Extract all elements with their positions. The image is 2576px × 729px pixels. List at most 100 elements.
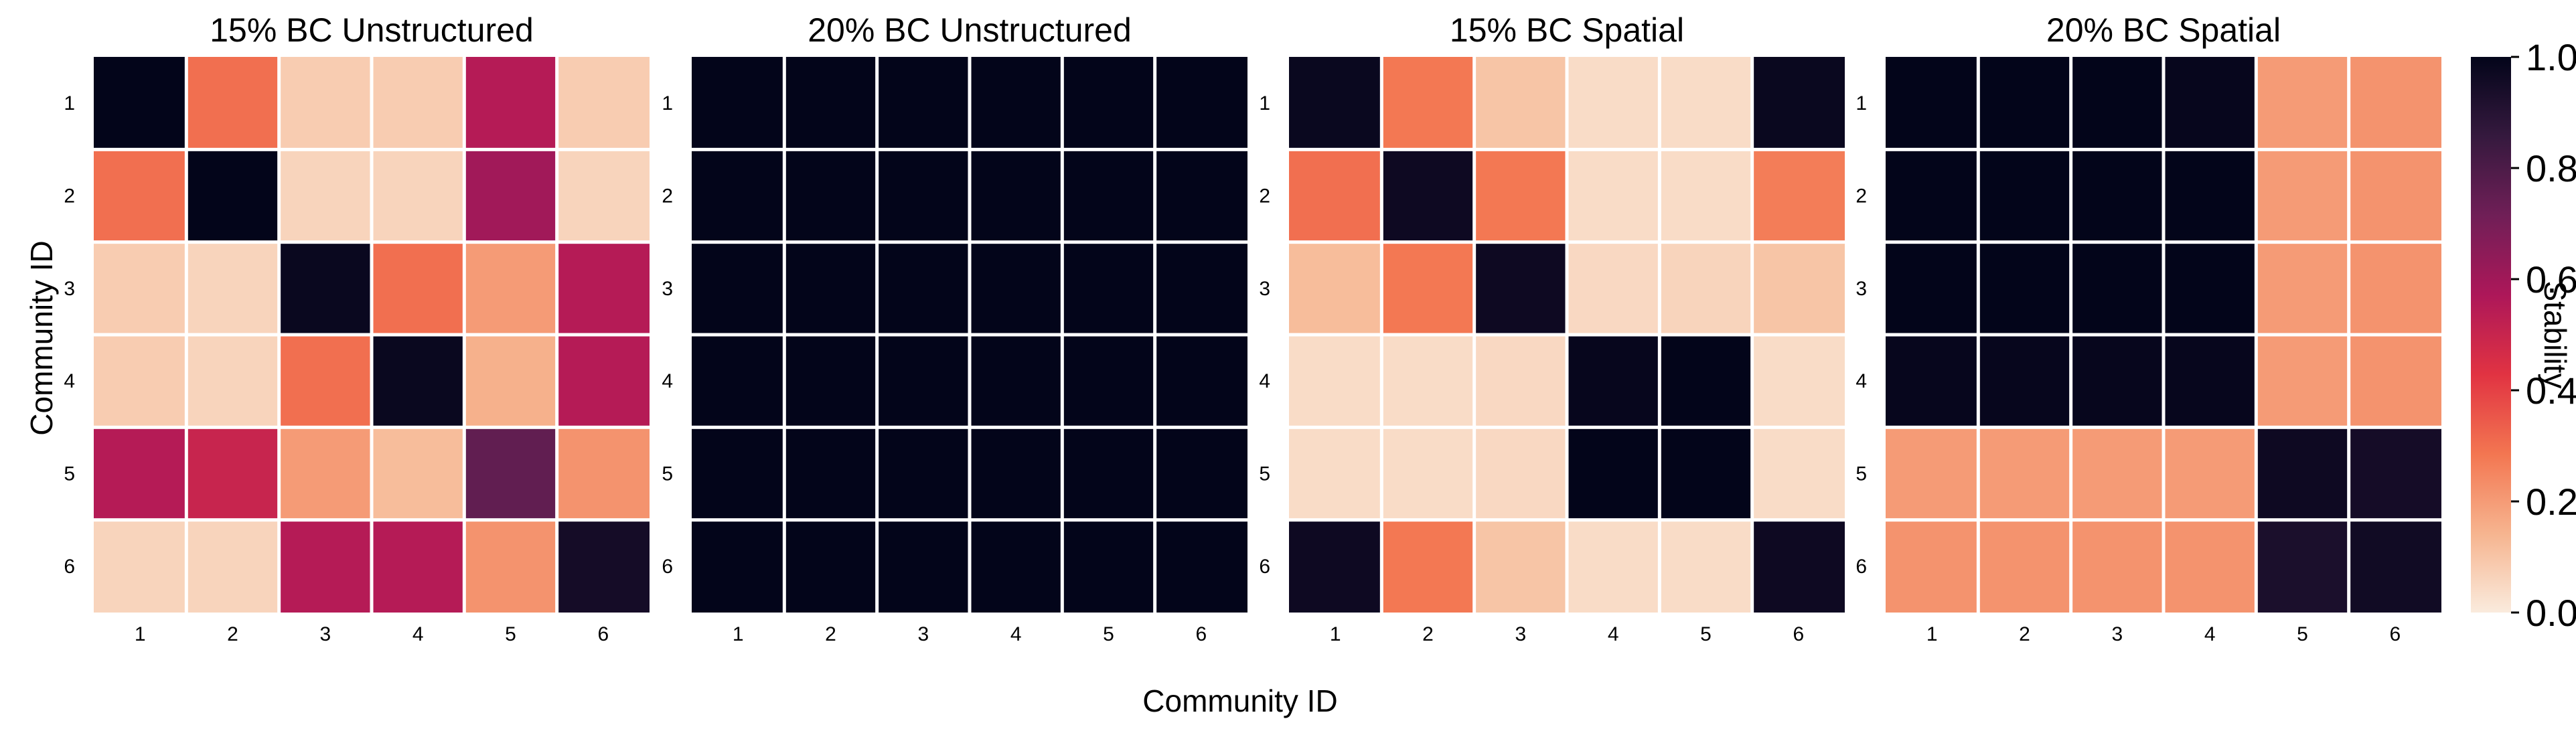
y-tick-label: 6 — [64, 556, 75, 578]
heatmap-panel-4: 20% BC Spatial 1 1 2 2 3 3 4 4 5 5 6 6 — [1855, 11, 2441, 645]
heatmap-cell-1-2 — [187, 57, 278, 148]
heatmap-cell-3-3 — [281, 244, 370, 333]
heatmap-panel-2: 20% BC Unstructured 1 1 2 2 3 3 4 4 5 5 6 6 — [662, 11, 1247, 645]
x-tick-label: 3 — [2111, 623, 2123, 645]
y-tick-label: 4 — [662, 370, 673, 392]
x-tick-label: 6 — [1195, 623, 1207, 645]
heatmap-background — [1289, 57, 1845, 613]
heatmap-cell-6-2 — [785, 521, 876, 613]
heatmap-cell-4-1 — [692, 336, 783, 426]
heatmap-cell-4-3 — [1476, 336, 1566, 426]
colorbar: 0.0 0.2 0.4 0.6 0.8 1.0 Stability — [2471, 36, 2576, 634]
heatmap-cell-3-5 — [2257, 244, 2348, 333]
x-tick-label: 5 — [1700, 623, 1712, 645]
panel-title: 15% BC Unstructured — [210, 11, 534, 49]
heatmap-cell-2-1 — [1886, 151, 1977, 241]
y-tick-label: 1 — [1259, 92, 1270, 114]
y-tick-label: 6 — [662, 556, 673, 578]
colorbar-label: Stability — [2538, 280, 2573, 388]
y-tick-label: 5 — [1259, 463, 1270, 485]
heatmap-cell-5-2 — [1979, 428, 2070, 519]
heatmap-cell-1-1 — [1886, 57, 1977, 148]
heatmap-cell-2-2 — [1383, 151, 1473, 241]
heatmap-cell-5-2 — [1383, 428, 1473, 519]
heatmap-cell-2-5 — [2257, 151, 2348, 241]
x-tick-label: 3 — [917, 623, 929, 645]
heatmap-background — [94, 57, 650, 613]
heatmap-cell-6-1 — [1886, 521, 1977, 613]
heatmap-panel-3: 15% BC Spatial 1 1 2 2 3 3 4 4 5 5 6 6 — [1259, 11, 1845, 645]
heatmap-cell-5-4 — [971, 428, 1061, 519]
y-tick-label: 3 — [1259, 278, 1270, 300]
y-tick-label: 2 — [1259, 185, 1270, 208]
heatmap-cell-3-6 — [1156, 244, 1247, 333]
heatmap-cell-1-3 — [1476, 57, 1566, 148]
heatmap-cell-2-2 — [1979, 151, 2070, 241]
heatmap-cell-6-4 — [373, 521, 463, 613]
heatmap-cell-2-2 — [187, 151, 278, 241]
y-tick-label: 2 — [64, 185, 75, 208]
x-tick-label: 2 — [2019, 623, 2030, 645]
heatmap-cell-3-3 — [1476, 244, 1566, 333]
x-tick-label: 4 — [2204, 623, 2216, 645]
heatmap-cell-1-1 — [692, 57, 783, 148]
heatmap-cell-4-6 — [2350, 336, 2441, 426]
heatmap-cell-2-3 — [1476, 151, 1566, 241]
heatmap-cell-5-5 — [2257, 428, 2348, 519]
y-tick-label: 3 — [1855, 278, 1867, 300]
heatmap-background — [692, 57, 1247, 613]
x-tick-label: 5 — [505, 623, 516, 645]
y-tick-label: 2 — [1855, 185, 1867, 208]
y-tick-label: 3 — [64, 278, 75, 300]
heatmap-cell-4-2 — [187, 336, 278, 426]
heatmap-cell-3-1 — [1886, 244, 1977, 333]
heatmap-cell-2-3 — [2072, 151, 2162, 241]
heatmap-cell-5-1 — [1886, 428, 1977, 519]
heatmap-cell-1-4 — [1568, 57, 1658, 148]
y-tick-label: 2 — [662, 185, 673, 208]
colorbar-tick-label: 0.0 — [2526, 592, 2576, 634]
heatmap-cell-4-5 — [1661, 336, 1751, 426]
y-tick-label: 1 — [64, 92, 75, 114]
heatmap-cell-5-5 — [1063, 428, 1154, 519]
heatmap-cell-6-4 — [1568, 521, 1658, 613]
heatmap-cell-5-4 — [373, 428, 463, 519]
heatmap-cell-5-3 — [281, 428, 370, 519]
y-tick-label: 4 — [1855, 370, 1867, 392]
heatmap-cell-2-4 — [1568, 151, 1658, 241]
y-tick-label: 6 — [1259, 556, 1270, 578]
heatmap-cell-4-4 — [2165, 336, 2255, 426]
heatmap-cell-4-1 — [94, 336, 185, 426]
panel-title: 20% BC Unstructured — [808, 11, 1132, 49]
heatmap-cell-6-5 — [1063, 521, 1154, 613]
heatmap-cell-6-3 — [1476, 521, 1566, 613]
heatmap-cell-6-5 — [1661, 521, 1751, 613]
heatmap-cell-2-6 — [2350, 151, 2441, 241]
x-tick-label: 3 — [1515, 623, 1526, 645]
heatmap-cell-1-5 — [1661, 57, 1751, 148]
heatmap-cell-4-4 — [1568, 336, 1658, 426]
colorbar-tick-label: 1.0 — [2526, 36, 2576, 78]
heatmap-cell-5-4 — [2165, 428, 2255, 519]
heatmap-cell-3-4 — [373, 244, 463, 333]
x-tick-label: 5 — [2297, 623, 2308, 645]
heatmap-cell-5-2 — [187, 428, 278, 519]
heatmap-cell-1-4 — [971, 57, 1061, 148]
heatmap-cell-6-3 — [281, 521, 370, 613]
heatmap-cell-3-5 — [465, 244, 556, 333]
heatmap-cell-6-3 — [2072, 521, 2162, 613]
heatmap-cell-6-2 — [187, 521, 278, 613]
heatmap-cell-3-1 — [1289, 244, 1380, 333]
heatmap-cell-5-1 — [1289, 428, 1380, 519]
heatmap-cell-3-2 — [1979, 244, 2070, 333]
heatmap-cell-3-2 — [785, 244, 876, 333]
y-tick-label: 3 — [662, 278, 673, 300]
heatmap-cell-2-2 — [785, 151, 876, 241]
heatmap-cell-6-4 — [971, 521, 1061, 613]
heatmap-cell-6-5 — [465, 521, 556, 613]
heatmap-cell-5-4 — [1568, 428, 1658, 519]
colorbar-tick-label: 0.6 — [2526, 258, 2576, 301]
heatmap-cell-5-3 — [879, 428, 968, 519]
heatmap-cell-5-3 — [2072, 428, 2162, 519]
